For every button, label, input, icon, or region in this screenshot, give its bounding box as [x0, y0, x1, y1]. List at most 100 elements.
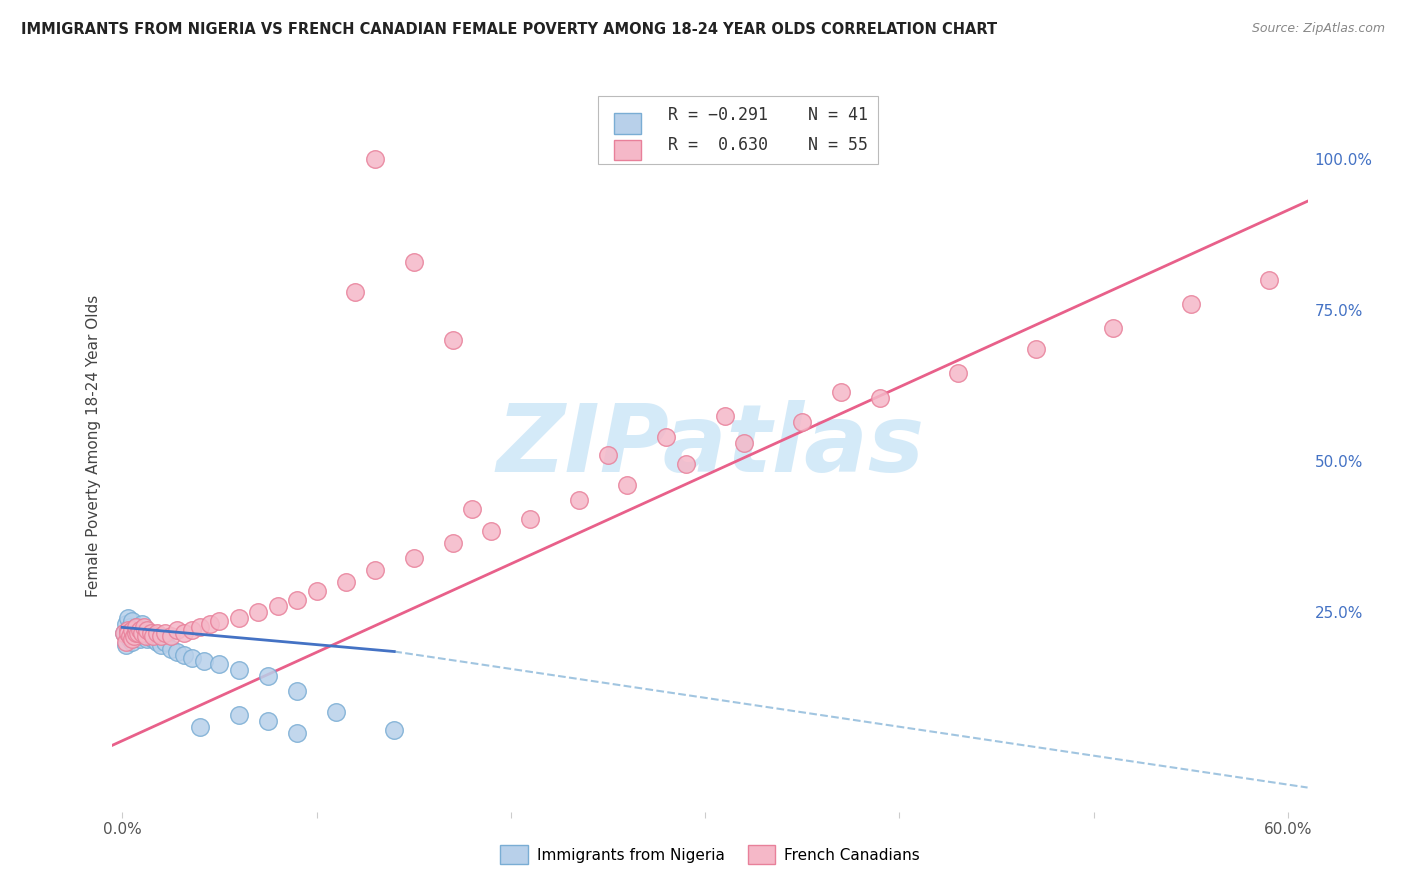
Point [173, 626, 195, 640]
Point [441, 535, 464, 549]
Point [136, 632, 159, 647]
Point [159, 641, 181, 656]
Point [655, 430, 678, 444]
Point [121, 635, 143, 649]
Point [115, 635, 138, 649]
Point [402, 254, 425, 268]
Point [132, 626, 155, 640]
Point [117, 626, 139, 640]
Point [134, 629, 156, 643]
Point [136, 624, 159, 638]
Point [228, 708, 250, 723]
Point [1257, 273, 1279, 287]
Point [134, 629, 156, 643]
Text: R = −0.291    N = 41
      R =  0.630    N = 55: R = −0.291 N = 41 R = 0.630 N = 55 [609, 106, 869, 154]
Point [188, 720, 211, 734]
Point [117, 611, 139, 625]
Point [125, 626, 148, 640]
Text: IMMIGRANTS FROM NIGERIA VS FRENCH CANADIAN FEMALE POVERTY AMONG 18-24 YEAR OLDS : IMMIGRANTS FROM NIGERIA VS FRENCH CANADI… [21, 22, 997, 37]
Point [127, 626, 149, 640]
Point [596, 448, 619, 462]
Legend: Immigrants from Nigeria, French Canadians: Immigrants from Nigeria, French Canadian… [494, 839, 927, 870]
Point [112, 626, 135, 640]
Point [121, 632, 143, 647]
Point [228, 611, 250, 625]
Point [122, 629, 145, 643]
Point [118, 632, 141, 647]
Point [675, 457, 697, 471]
Point [181, 624, 204, 638]
FancyBboxPatch shape [614, 113, 641, 134]
Point [150, 629, 173, 643]
Point [150, 639, 173, 653]
Point [153, 635, 176, 649]
Point [122, 624, 145, 638]
Point [335, 574, 357, 589]
Point [285, 683, 308, 698]
Point [131, 624, 153, 638]
Point [115, 617, 138, 632]
Point [146, 635, 169, 649]
Point [830, 384, 852, 399]
Point [247, 605, 270, 619]
Point [568, 493, 591, 508]
Point [142, 632, 165, 647]
Point [132, 620, 155, 634]
Point [733, 436, 755, 450]
Point [193, 654, 215, 668]
FancyBboxPatch shape [614, 139, 641, 160]
Point [121, 615, 143, 629]
Point [118, 620, 141, 634]
Point [117, 629, 139, 643]
Point [1025, 343, 1047, 357]
Point [131, 617, 153, 632]
Point [122, 629, 145, 643]
Point [198, 617, 221, 632]
Point [121, 626, 143, 640]
Point [208, 657, 231, 671]
Text: Source: ZipAtlas.com: Source: ZipAtlas.com [1251, 22, 1385, 36]
Point [481, 524, 503, 538]
Point [402, 550, 425, 565]
Point [121, 624, 143, 638]
Point [128, 626, 150, 640]
Point [441, 333, 464, 347]
Point [713, 409, 735, 423]
Point [159, 629, 181, 643]
Point [946, 367, 969, 381]
Point [228, 663, 250, 677]
Point [112, 626, 135, 640]
Point [257, 714, 280, 728]
Point [382, 723, 405, 738]
Point [869, 391, 891, 405]
Point [364, 152, 387, 166]
Point [461, 502, 484, 516]
Point [181, 650, 204, 665]
Point [117, 624, 139, 638]
Point [125, 620, 148, 634]
Point [305, 584, 328, 599]
Point [285, 726, 308, 740]
Point [173, 648, 195, 662]
Point [128, 624, 150, 638]
Point [125, 626, 148, 640]
Point [188, 620, 211, 634]
Point [616, 478, 638, 492]
Point [153, 626, 176, 640]
Point [364, 563, 387, 577]
Point [1180, 297, 1202, 311]
Text: ZIPatlas: ZIPatlas [496, 400, 924, 492]
Point [325, 705, 347, 719]
Point [166, 624, 188, 638]
Point [118, 629, 141, 643]
Point [117, 624, 139, 638]
Point [519, 511, 541, 525]
Point [138, 626, 160, 640]
Point [127, 629, 149, 643]
Point [142, 629, 165, 643]
Point [1102, 321, 1125, 335]
Point [792, 415, 814, 429]
Point [141, 626, 163, 640]
Point [146, 626, 169, 640]
Point [128, 632, 150, 647]
